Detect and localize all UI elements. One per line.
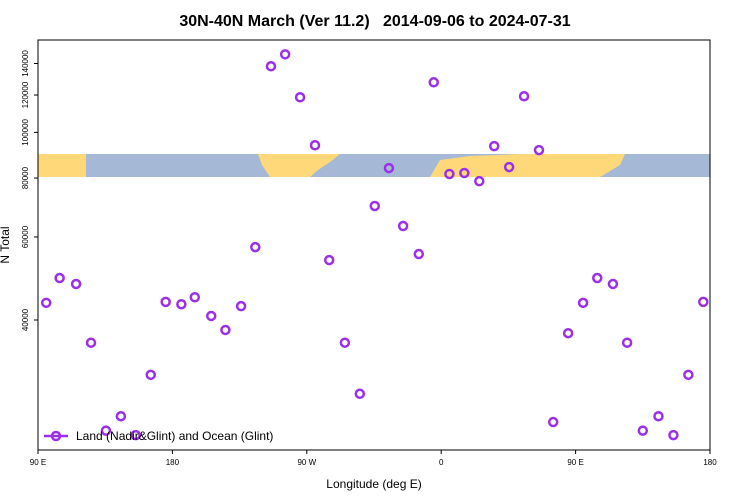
point <box>518 90 530 102</box>
point <box>54 272 65 284</box>
legend-label: Land (Nadir&Glint) and Ocean (Glint) <box>76 429 273 443</box>
point <box>235 300 247 312</box>
point <box>592 272 603 284</box>
point <box>339 337 351 348</box>
point <box>562 327 574 339</box>
x-axis-label: Longitude (deg E) <box>326 477 421 491</box>
point <box>413 248 425 260</box>
point <box>145 369 156 381</box>
point <box>428 77 439 88</box>
point <box>40 297 52 309</box>
point <box>577 297 589 309</box>
point <box>653 410 664 422</box>
y-tick-label: 120000 <box>21 81 30 108</box>
x-tick-label: 90 W <box>297 458 316 467</box>
point <box>85 337 97 348</box>
point <box>698 296 709 308</box>
point <box>294 92 306 103</box>
point <box>683 369 694 381</box>
y-tick-label: 80000 <box>21 166 30 189</box>
y-tick-label: 100000 <box>21 118 30 145</box>
chart-title: 30N-40N March (Ver 11.2) 2014-09-06 to 2… <box>179 13 570 30</box>
point <box>533 144 545 156</box>
map-band <box>38 154 710 177</box>
x-tick-label: 90 E <box>30 458 46 467</box>
point <box>397 220 409 232</box>
point <box>474 175 485 187</box>
point <box>488 140 500 152</box>
point <box>100 425 112 436</box>
point <box>160 296 171 308</box>
x-tick-label: 180 <box>703 458 717 467</box>
point <box>176 298 187 310</box>
point <box>547 416 559 428</box>
point <box>503 161 515 173</box>
point <box>607 278 619 290</box>
x-tick-label: 180 <box>166 458 180 467</box>
point <box>189 291 201 303</box>
point <box>637 425 649 436</box>
y-tick-label: 60000 <box>21 225 30 248</box>
point <box>383 162 395 174</box>
point <box>354 388 366 400</box>
legend-marker <box>50 430 62 442</box>
point <box>444 168 455 180</box>
point <box>70 278 82 290</box>
plot-frame <box>37 39 711 451</box>
point <box>115 410 127 422</box>
point <box>250 241 261 253</box>
point <box>323 254 335 266</box>
x-tick-label: 90 E <box>567 458 583 467</box>
point <box>205 310 217 322</box>
point <box>621 337 633 348</box>
y-axis-label: N Total <box>0 226 12 263</box>
point <box>459 167 470 179</box>
point <box>130 429 142 441</box>
point <box>668 429 679 441</box>
y-tick-label: 40000 <box>21 308 30 331</box>
y-tick-label: 140000 <box>21 50 30 77</box>
point <box>309 140 321 151</box>
point <box>220 324 231 336</box>
point <box>369 200 380 212</box>
point <box>265 61 277 72</box>
point <box>279 49 291 60</box>
x-tick-label: 0 <box>439 458 444 467</box>
